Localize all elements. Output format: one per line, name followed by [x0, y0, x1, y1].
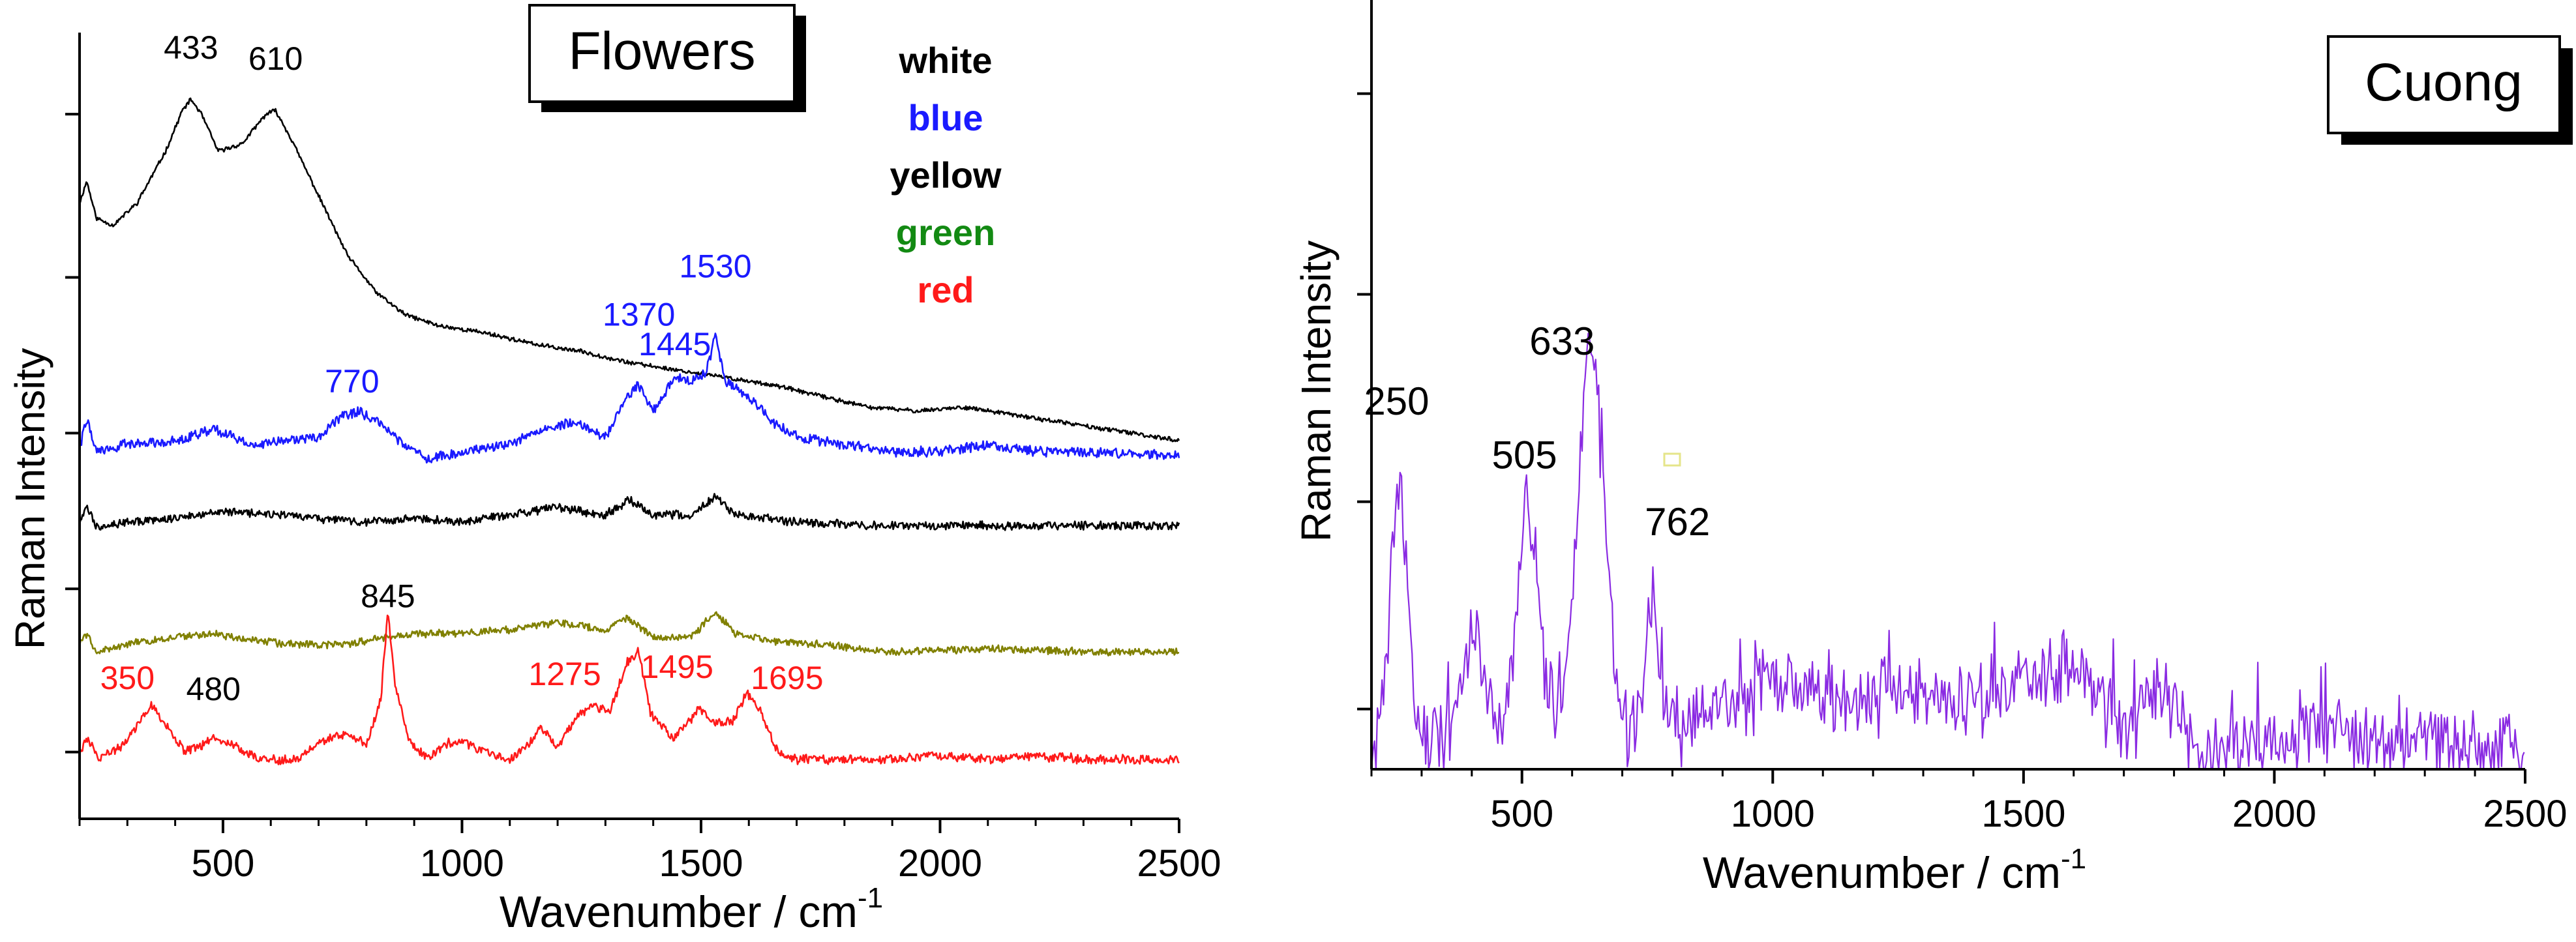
- cuong-marker-box: [1663, 452, 1681, 467]
- cuong-x-tick-label: 2500: [2483, 793, 2567, 835]
- flowers-x-axis-label: Wavenumber / cm-1: [500, 882, 883, 937]
- cuong-ticks-group: 500 1000 1500 2000 2500: [1357, 92, 2568, 835]
- flowers-series-blue-line: [78, 332, 1180, 464]
- cuong-y-axis-label: Raman Intensity: [1293, 241, 1340, 542]
- flowers-peak-label-1275: 1275: [528, 656, 601, 692]
- cuong-axes-group: [1370, 0, 2525, 771]
- flowers-series-green-line: [78, 611, 1180, 656]
- legend-entry-white: white: [898, 40, 992, 81]
- flowers-peak-label-350: 350: [100, 660, 155, 696]
- flowers-peak-label-770: 770: [325, 363, 379, 400]
- cuong-chart-panel: 500 1000 1500 2000 2500 250 505 633 762 Cuong R…: [1293, 0, 2573, 898]
- cuong-title: Cuong: [2365, 53, 2523, 112]
- flowers-x-tick-label: 1500: [659, 842, 743, 885]
- legend-entry-red: red: [917, 269, 974, 310]
- legend-entry-yellow: yellow: [890, 155, 1002, 196]
- cuong-peak-label-250: 250: [1364, 379, 1429, 423]
- cuong-annotations-group: 250 505 633 762: [1364, 319, 1710, 544]
- flowers-peak-label-480: 480: [187, 671, 241, 707]
- flowers-peak-label-1495: 1495: [641, 649, 713, 685]
- cuong-x-axis-label-text: Wavenumber / cm: [1703, 848, 2061, 898]
- cuong-title-frame: [2327, 35, 2561, 134]
- legend-entry-green: green: [896, 212, 996, 253]
- legend-entry-blue: blue: [908, 97, 983, 138]
- flowers-ticks-group: 500 1000 1500 2000 2500: [65, 113, 1221, 885]
- flowers-y-axis-label: Raman Intensity: [7, 348, 53, 649]
- flowers-peak-label-1445: 1445: [638, 326, 711, 362]
- cuong-series-group: [1370, 332, 2525, 771]
- flowers-peak-label-433: 433: [164, 29, 218, 66]
- cuong-title-box: Cuong: [2327, 35, 2573, 145]
- flowers-x-axis-label-sup: -1: [858, 882, 883, 914]
- flowers-peak-label-610: 610: [248, 40, 303, 77]
- cuong-peak-label-505: 505: [1492, 433, 1557, 477]
- cuong-x-tick-label: 1500: [1981, 793, 2065, 835]
- flowers-peak-label-1695: 1695: [751, 660, 823, 696]
- flowers-series-red-line: [78, 614, 1180, 765]
- flowers-series-white-line: [78, 97, 1180, 443]
- flowers-title-frame: [528, 4, 796, 103]
- flowers-peak-label-1370: 1370: [603, 296, 675, 332]
- flowers-peak-label-845: 845: [361, 578, 415, 615]
- flowers-x-tick-label: 2500: [1137, 842, 1221, 885]
- cuong-peak-label-762: 762: [1645, 500, 1710, 544]
- cuong-x-axis-label-sup: -1: [2061, 843, 2086, 875]
- flowers-title-box: Flowers: [528, 4, 806, 112]
- cuong-x-axis-label: Wavenumber / cm-1: [1703, 843, 2086, 898]
- flowers-peak-label-1530: 1530: [679, 248, 751, 284]
- flowers-series-yellow-line: [78, 493, 1180, 531]
- flowers-title: Flowers: [568, 22, 755, 81]
- flowers-x-tick-label: 500: [192, 842, 255, 885]
- flowers-x-tick-label: 1000: [420, 842, 504, 885]
- cuong-x-tick-label: 500: [1490, 793, 1553, 835]
- flowers-series-group: [78, 97, 1180, 765]
- flowers-x-tick-label: 2000: [898, 842, 982, 885]
- cuong-peak-label-633: 633: [1529, 319, 1595, 363]
- flowers-axes-group: [78, 33, 1179, 820]
- flowers-x-axis-label-text: Wavenumber / cm: [500, 887, 858, 937]
- cuong-x-tick-label: 1000: [1731, 793, 1815, 835]
- flowers-legend: white blue yellow green red: [890, 40, 1002, 310]
- cuong-x-tick-label: 2000: [2232, 793, 2316, 835]
- cuong-series-cuong-line: [1370, 332, 2525, 771]
